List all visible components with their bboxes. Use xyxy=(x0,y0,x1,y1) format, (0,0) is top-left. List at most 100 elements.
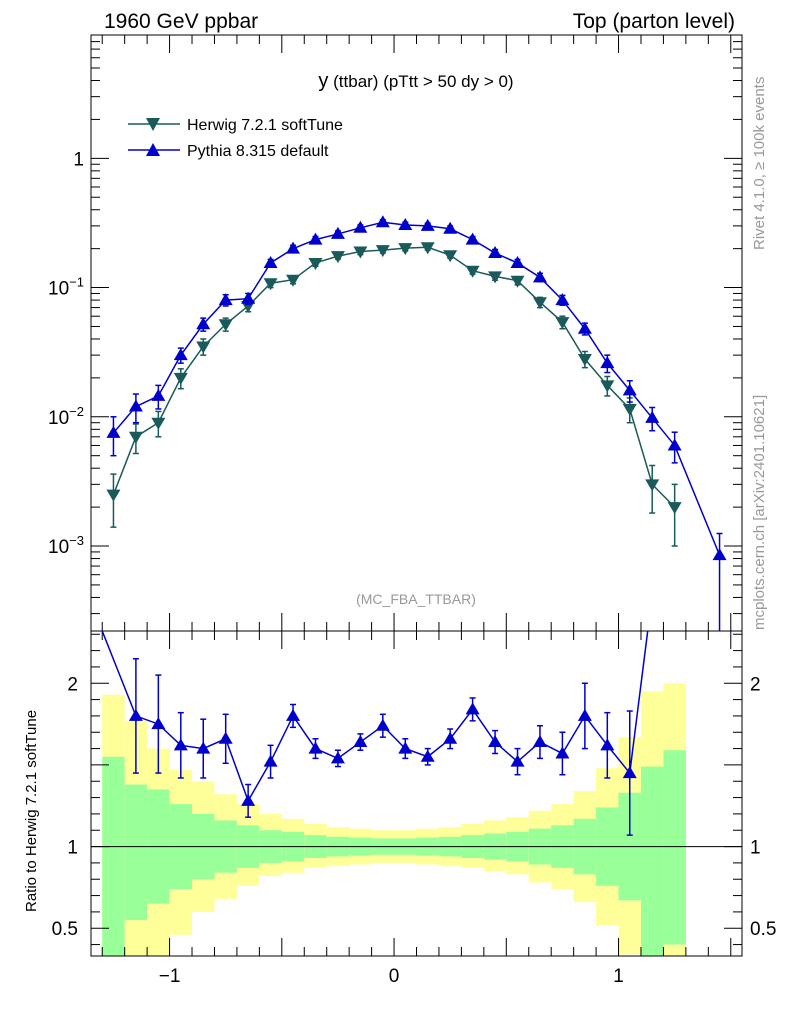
data-point-herwig xyxy=(443,250,458,263)
ratio-y-tick-label-right: 0.5 xyxy=(750,919,776,940)
data-point-pythia xyxy=(488,246,503,259)
band-inner-bin xyxy=(663,750,686,945)
data-point-herwig xyxy=(375,245,390,258)
ratio-data-point xyxy=(532,735,547,748)
plot-title: y (ttbar) (pTtt > 50 dy > 0) xyxy=(318,70,513,92)
ratio-data-point xyxy=(263,754,278,767)
data-point-herwig xyxy=(667,502,682,515)
data-point-pythia xyxy=(532,270,547,283)
y-tick-label-base: 10 xyxy=(48,537,69,558)
data-point-herwig xyxy=(173,372,188,385)
data-point-pythia xyxy=(353,220,368,233)
data-point-pythia xyxy=(622,383,637,396)
data-point-pythia xyxy=(173,348,188,361)
series-line-herwig xyxy=(112,246,676,508)
band-inner-bin xyxy=(102,756,125,956)
ratio-y-tick-label: 1 xyxy=(67,838,78,859)
ratio-data-point xyxy=(577,708,592,721)
header-process-label: Top (parton level) xyxy=(573,10,735,33)
ratio-data-point xyxy=(286,708,301,721)
header-energy-label: 1960 GeV ppbar xyxy=(104,10,258,33)
legend-entry-pythia: Pythia 8.315 default xyxy=(128,143,329,160)
y-tick-label-base: 10 xyxy=(48,279,69,300)
data-point-herwig xyxy=(532,297,547,310)
ratio-data-point xyxy=(443,731,458,744)
ratio-series-layer xyxy=(101,630,649,836)
y-tick-label-exponent: −1 xyxy=(69,275,84,290)
data-point-pythia xyxy=(263,255,278,268)
x-tick-label: −1 xyxy=(159,966,181,987)
data-point-herwig xyxy=(577,353,592,366)
ratio-data-point xyxy=(600,738,615,751)
plot-title-main: y xyxy=(318,70,328,92)
data-point-herwig xyxy=(308,257,323,270)
data-point-pythia xyxy=(375,215,390,228)
legend-label-herwig: Herwig 7.2.1 softTune xyxy=(187,117,343,134)
ratio-data-point xyxy=(241,793,256,806)
data-point-herwig xyxy=(151,417,166,430)
data-point-herwig xyxy=(286,274,301,287)
band-inner-bin xyxy=(640,766,664,956)
y-tick-label-base: 10 xyxy=(48,408,69,429)
ratio-data-point xyxy=(420,749,435,762)
data-point-herwig xyxy=(398,243,413,256)
main-axis-ticks: 110−110−210−3 xyxy=(48,34,742,631)
data-point-herwig xyxy=(645,479,660,492)
ratio-data-point xyxy=(196,741,211,754)
y-tick-label: 1 xyxy=(73,149,84,170)
data-point-pythia xyxy=(712,548,727,561)
x-tick-label: 1 xyxy=(613,966,624,987)
data-point-herwig xyxy=(555,317,570,330)
main-series-layer xyxy=(106,215,727,631)
data-point-pythia xyxy=(128,399,143,412)
data-point-herwig xyxy=(128,431,143,444)
data-point-herwig xyxy=(263,278,278,291)
data-point-pythia xyxy=(330,226,345,239)
ratio-data-point xyxy=(510,754,525,767)
y-tick-label: 10−1 xyxy=(48,275,84,300)
data-point-herwig xyxy=(510,275,525,288)
ratio-y-tick-label-right: 2 xyxy=(750,674,761,695)
data-point-herwig xyxy=(600,380,615,393)
data-point-herwig xyxy=(196,341,211,354)
data-point-pythia xyxy=(555,293,570,306)
data-point-pythia xyxy=(286,241,301,254)
data-point-herwig xyxy=(488,271,503,284)
ratio-data-point xyxy=(308,741,323,754)
band-inner-bin xyxy=(124,784,148,921)
legend-marker-herwig-icon xyxy=(146,118,160,131)
ratio-y-axis-label: Ratio to Herwig 7.2.1 softTune xyxy=(23,710,40,912)
data-point-pythia xyxy=(218,293,233,306)
data-point-pythia xyxy=(106,425,121,438)
data-point-herwig xyxy=(465,265,480,278)
data-point-pythia xyxy=(510,255,525,268)
plot-title-rest: (ttbar) (pTtt > 50 dy > 0) xyxy=(328,72,513,91)
legend-marker-pythia-icon xyxy=(146,143,160,156)
ratio-data-point xyxy=(151,717,166,730)
data-point-pythia xyxy=(308,232,323,245)
side-label-mcplots: mcplots.cern.ch [arXiv:2401.10621] xyxy=(751,395,768,630)
data-point-herwig xyxy=(241,300,256,313)
ratio-y-tick-label: 0.5 xyxy=(52,919,78,940)
ratio-data-point xyxy=(398,741,413,754)
analysis-watermark: (MC_FBA_TTBAR) xyxy=(356,591,476,607)
data-point-herwig xyxy=(106,489,121,502)
ratio-data-point xyxy=(375,718,390,731)
data-point-pythia xyxy=(645,410,660,423)
legend-entry-herwig: Herwig 7.2.1 softTune xyxy=(128,117,343,134)
x-tick-label: 0 xyxy=(389,966,400,987)
ratio-data-point xyxy=(128,708,143,721)
y-tick-label: 10−3 xyxy=(48,533,84,558)
data-point-pythia xyxy=(398,217,413,230)
ratio-data-point xyxy=(488,735,503,748)
data-point-pythia xyxy=(465,232,480,245)
data-point-pythia xyxy=(420,218,435,231)
ratio-axis-ticks: −1 0 1 0.5 0.5 1 1 2 2 xyxy=(52,631,776,987)
data-point-pythia xyxy=(196,317,211,330)
data-point-pythia xyxy=(600,356,615,369)
ratio-data-point xyxy=(555,746,570,759)
legend: Herwig 7.2.1 softTune Pythia 8.315 defau… xyxy=(128,117,343,160)
ratio-data-point xyxy=(218,731,233,744)
side-label-rivet: Rivet 4.1.0, ≥ 100k events xyxy=(751,77,768,250)
